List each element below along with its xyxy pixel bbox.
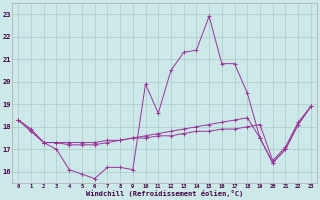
X-axis label: Windchill (Refroidissement éolien,°C): Windchill (Refroidissement éolien,°C): [86, 190, 243, 197]
